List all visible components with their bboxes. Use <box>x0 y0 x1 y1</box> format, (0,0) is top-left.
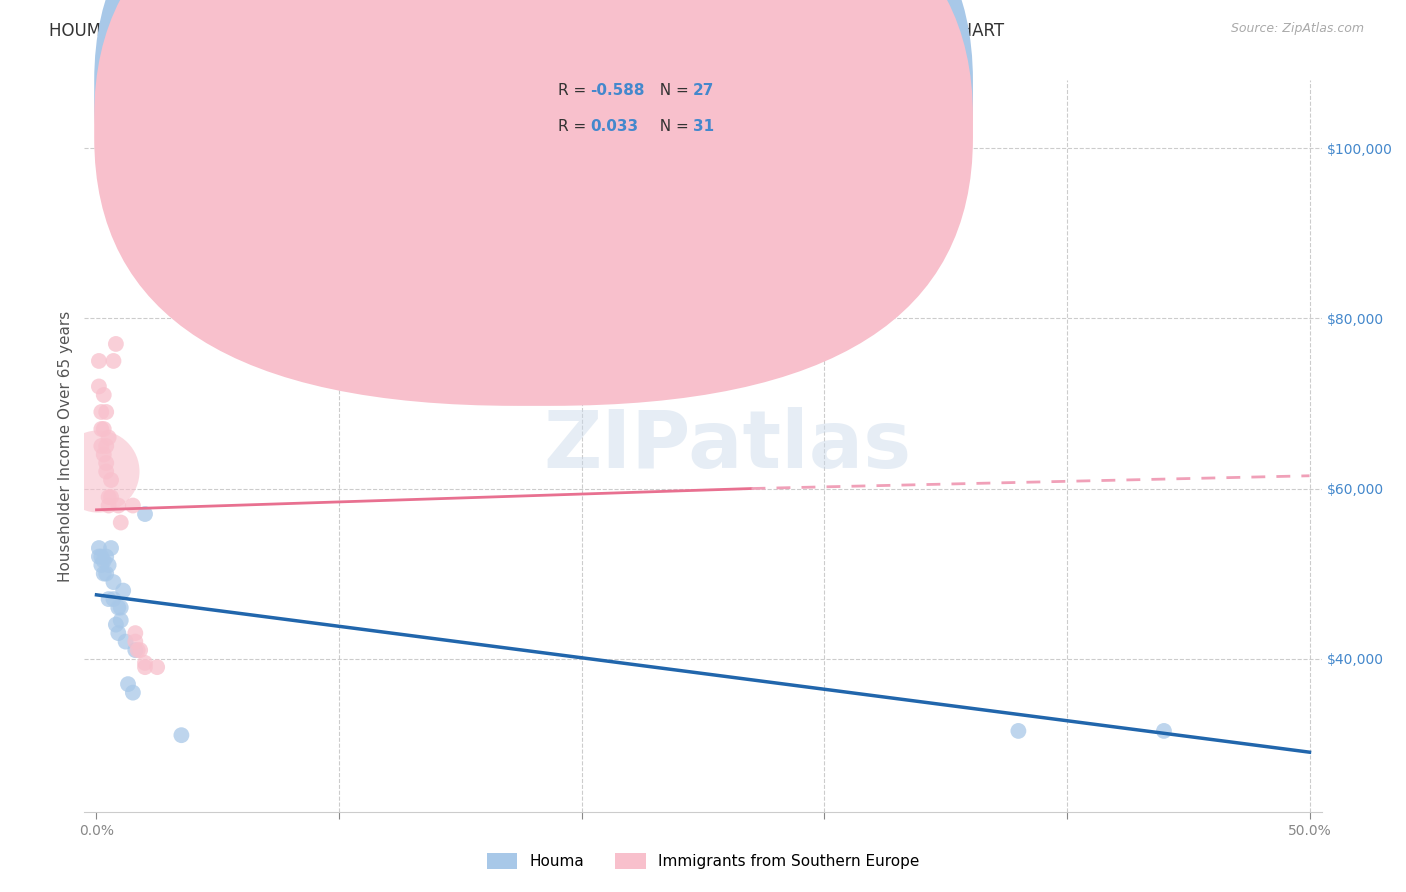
Point <box>96 405 118 419</box>
Point <box>112 583 135 598</box>
Point <box>110 516 132 530</box>
Y-axis label: Householder Income Over 65 years: Householder Income Over 65 years <box>58 310 73 582</box>
Text: HOUMA VS IMMIGRANTS FROM SOUTHERN EUROPE HOUSEHOLDER INCOME OVER 65 YEARS CORREL: HOUMA VS IMMIGRANTS FROM SOUTHERN EUROPE… <box>49 22 1004 40</box>
Point <box>104 337 127 351</box>
Legend: Houma, Immigrants from Southern Europe: Houma, Immigrants from Southern Europe <box>481 847 925 875</box>
Point <box>146 660 169 674</box>
Text: ZIPatlas: ZIPatlas <box>544 407 912 485</box>
Point <box>87 465 110 479</box>
Point <box>97 499 120 513</box>
Point <box>87 541 110 555</box>
Point <box>97 430 120 444</box>
Point <box>93 554 115 568</box>
Point <box>127 643 149 657</box>
Point <box>117 677 139 691</box>
Point <box>87 379 110 393</box>
Point <box>97 592 120 607</box>
Text: R =: R = <box>558 84 592 98</box>
Point <box>93 448 115 462</box>
Point <box>93 388 115 402</box>
Point <box>129 643 152 657</box>
Point <box>1153 723 1175 738</box>
Point <box>93 422 115 436</box>
Point <box>90 558 112 572</box>
Point <box>124 643 146 657</box>
Point <box>571 235 593 249</box>
Text: Source: ZipAtlas.com: Source: ZipAtlas.com <box>1230 22 1364 36</box>
Point <box>103 592 125 607</box>
Point <box>124 634 146 648</box>
Point <box>122 499 145 513</box>
Text: N =: N = <box>650 84 693 98</box>
Point <box>96 465 118 479</box>
Text: N =: N = <box>650 120 693 134</box>
Point <box>90 422 112 436</box>
Point <box>134 507 156 521</box>
Point <box>103 354 125 368</box>
Point <box>97 490 120 504</box>
Point <box>90 405 112 419</box>
Point <box>96 456 118 470</box>
Text: 31: 31 <box>693 120 714 134</box>
Point <box>100 541 122 555</box>
Point <box>90 439 112 453</box>
Point <box>103 575 125 590</box>
Point <box>104 617 127 632</box>
Point <box>107 499 129 513</box>
Point <box>96 566 118 581</box>
Point <box>170 728 193 742</box>
Point <box>96 439 118 453</box>
Point <box>96 549 118 564</box>
Point <box>741 184 763 198</box>
Point <box>90 549 112 564</box>
Point <box>87 354 110 368</box>
Point <box>122 686 145 700</box>
Point <box>93 566 115 581</box>
Point <box>114 634 136 648</box>
Point <box>124 626 146 640</box>
Point <box>110 600 132 615</box>
Text: 27: 27 <box>693 84 714 98</box>
Point <box>134 660 156 674</box>
Point <box>107 600 129 615</box>
Text: 0.033: 0.033 <box>591 120 638 134</box>
Text: R =: R = <box>558 120 596 134</box>
Point <box>110 613 132 627</box>
Point <box>100 490 122 504</box>
Point <box>97 558 120 572</box>
Point <box>107 626 129 640</box>
Point <box>100 473 122 487</box>
Point <box>134 656 156 670</box>
Text: -0.588: -0.588 <box>591 84 645 98</box>
Point <box>87 549 110 564</box>
Point <box>1007 723 1029 738</box>
